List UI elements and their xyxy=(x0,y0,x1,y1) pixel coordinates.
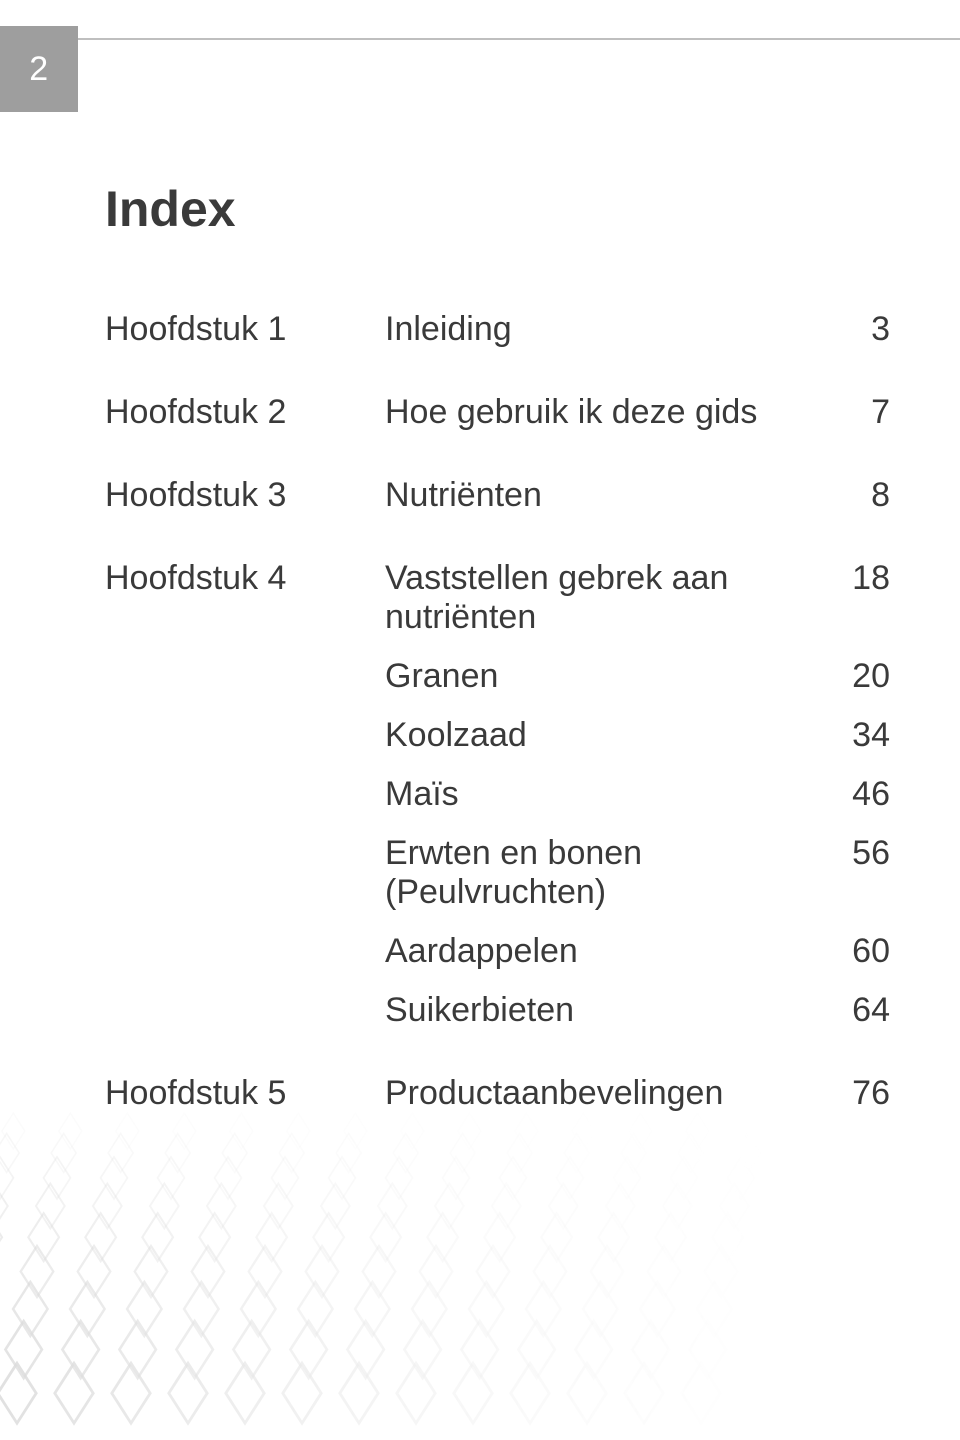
toc-entry: Nutriënten 8 xyxy=(385,476,890,515)
entry-page: 76 xyxy=(830,1074,890,1113)
toc-row: Hoofdstuk 4Vaststellen gebrek aan nutrië… xyxy=(105,559,890,1030)
chapter-label: Hoofdstuk 1 xyxy=(105,310,385,349)
toc-entry: Inleiding 3 xyxy=(385,310,890,349)
toc-entry: Productaanbevelingen 76 xyxy=(385,1074,890,1113)
toc-row: Hoofdstuk 1Inleiding 3 xyxy=(105,310,890,349)
entry-page: 18 xyxy=(830,559,890,598)
entry-page: 46 xyxy=(830,775,890,814)
entry-label: Aardappelen xyxy=(385,932,598,971)
toc-entry: Granen 20 xyxy=(385,657,890,696)
entry-label: Maïs xyxy=(385,775,479,814)
toc-entry: Suikerbieten 64 xyxy=(385,991,890,1030)
toc-row: Hoofdstuk 2Hoe gebruik ik deze gids 7 xyxy=(105,393,890,432)
page-number: 2 xyxy=(29,50,48,89)
toc-entry: Vaststellen gebrek aan nutriënten18 xyxy=(385,559,890,637)
page-number-tab: 2 xyxy=(0,26,78,112)
chapter-label: Hoofdstuk 3 xyxy=(105,476,385,515)
chapter-label: Hoofdstuk 4 xyxy=(105,559,385,598)
chapter-entries: Vaststellen gebrek aan nutriënten18 Grane… xyxy=(385,559,890,1030)
chapter-label: Hoofdstuk 2 xyxy=(105,393,385,432)
entry-label: Vaststellen gebrek aan nutriënten xyxy=(385,559,830,637)
entry-label: Koolzaad xyxy=(385,716,547,755)
entry-page: 34 xyxy=(830,716,890,755)
toc-row: Hoofdstuk 5Productaanbevelingen 76 xyxy=(105,1074,890,1113)
entry-label: Inleiding xyxy=(385,310,532,349)
toc-entry: Maïs 46 xyxy=(385,775,890,814)
page-title: Index xyxy=(105,180,890,238)
chapter-entries: Productaanbevelingen 76 xyxy=(385,1074,890,1113)
toc-entry: Hoe gebruik ik deze gids 7 xyxy=(385,393,890,432)
entry-label: Granen xyxy=(385,657,518,696)
entry-label: Hoe gebruik ik deze gids xyxy=(385,393,777,432)
toc-entry: Erwten en bonen (Peulvruchten)56 xyxy=(385,834,890,912)
chapter-entries: Nutriënten 8 xyxy=(385,476,890,515)
entry-label: Erwten en bonen (Peulvruchten) xyxy=(385,834,830,912)
table-of-contents: Hoofdstuk 1Inleiding 3 Hoofdstuk 2Hoe gebr… xyxy=(105,310,890,1113)
entry-page: 20 xyxy=(830,657,890,696)
chapter-label: Hoofdstuk 5 xyxy=(105,1074,385,1113)
entry-label: Suikerbieten xyxy=(385,991,594,1030)
index-content: Index Hoofdstuk 1Inleiding3Hoofdstuk 2Ho… xyxy=(105,180,890,1157)
entry-label: Nutriënten xyxy=(385,476,562,515)
entry-page: 60 xyxy=(830,932,890,971)
toc-entry: Koolzaad 34 xyxy=(385,716,890,755)
entry-page: 8 xyxy=(830,476,890,515)
entry-page: 64 xyxy=(830,991,890,1030)
entry-label: Productaanbevelingen xyxy=(385,1074,743,1113)
entry-page: 3 xyxy=(830,310,890,349)
toc-row: Hoofdstuk 3Nutriënten 8 xyxy=(105,476,890,515)
entry-page: 7 xyxy=(830,393,890,432)
top-rule xyxy=(0,38,960,40)
chapter-entries: Inleiding 3 xyxy=(385,310,890,349)
toc-entry: Aardappelen 60 xyxy=(385,932,890,971)
entry-page: 56 xyxy=(830,834,890,873)
chapter-entries: Hoe gebruik ik deze gids 7 xyxy=(385,393,890,432)
